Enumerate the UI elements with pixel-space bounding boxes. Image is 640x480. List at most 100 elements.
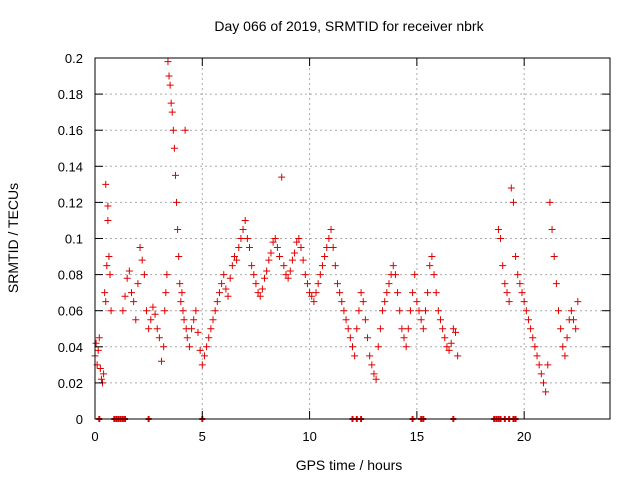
data-point [103, 262, 111, 270]
data-point [278, 173, 286, 181]
data-point [346, 334, 354, 342]
data-point [432, 289, 440, 297]
data-point [165, 72, 173, 80]
data-point [213, 298, 221, 306]
data-point [447, 339, 455, 347]
y-tick-label: 0.06 [58, 304, 83, 319]
data-point [529, 334, 537, 342]
data-point [105, 253, 113, 261]
data-point [169, 126, 177, 134]
data-point [301, 271, 309, 279]
data-point [162, 289, 170, 297]
data-point [155, 334, 163, 342]
data-point [104, 202, 112, 210]
data-point [179, 307, 187, 315]
data-point [183, 334, 191, 342]
data-point [400, 334, 408, 342]
data-point [389, 262, 397, 270]
data-point [355, 307, 363, 315]
data-point [119, 307, 127, 315]
data-point [192, 307, 200, 315]
data-point [344, 325, 352, 333]
data-point [424, 289, 432, 297]
data-point [188, 325, 196, 333]
data-point [161, 307, 169, 315]
data-point [97, 375, 105, 383]
data-point [535, 361, 543, 369]
data-point [316, 271, 324, 279]
data-point [507, 184, 515, 192]
data-point [149, 303, 157, 311]
data-point [286, 267, 294, 275]
data-point [351, 352, 359, 360]
x-tick-label: 5 [199, 429, 206, 444]
data-point [267, 249, 275, 257]
data-point [368, 361, 376, 369]
data-point [533, 352, 541, 360]
data-point [200, 352, 208, 360]
data-point [196, 346, 204, 354]
data-point [176, 280, 184, 288]
data-point [271, 235, 279, 242]
data-point [518, 289, 526, 297]
data-point [361, 316, 369, 324]
data-point [522, 307, 530, 315]
data-point [136, 244, 144, 252]
data-point [391, 271, 399, 279]
data-point [443, 343, 451, 351]
data-point [499, 262, 507, 270]
data-point [312, 289, 320, 297]
data-point [494, 225, 502, 233]
data-point [505, 298, 513, 306]
y-tick-label: 0.14 [58, 159, 83, 174]
data-point [364, 334, 372, 342]
data-point [284, 274, 292, 282]
data-point [246, 244, 253, 252]
data-point [372, 375, 380, 383]
data-point [314, 280, 322, 288]
data-point [228, 262, 236, 270]
data-point [297, 244, 305, 252]
data-point [436, 316, 444, 324]
x-tick-label: 10 [302, 429, 316, 444]
data-point [449, 325, 457, 333]
data-point [288, 256, 296, 264]
data-point [282, 271, 290, 279]
data-point [561, 352, 569, 360]
data-point [106, 271, 114, 279]
data-point [509, 198, 517, 206]
data-point [203, 343, 211, 351]
data-point [563, 334, 571, 342]
data-point [100, 370, 108, 378]
data-point [539, 379, 547, 387]
data-point [370, 370, 378, 378]
data-point [514, 271, 522, 279]
data-point [544, 361, 552, 369]
data-point [537, 370, 545, 378]
data-point [134, 280, 142, 288]
data-point [379, 307, 387, 315]
data-point [147, 316, 155, 324]
data-point [170, 144, 178, 152]
data-point [559, 343, 567, 351]
data-point [516, 280, 524, 288]
data-point [338, 298, 346, 306]
data-point [385, 280, 393, 288]
data-point [273, 244, 281, 252]
data-point [497, 235, 505, 242]
data-point [95, 334, 103, 342]
data-point [501, 280, 509, 288]
data-point [218, 280, 226, 288]
data-point [321, 253, 329, 261]
data-point [550, 253, 558, 261]
data-point [174, 225, 182, 233]
data-point [323, 244, 331, 252]
data-point [168, 108, 176, 116]
data-point [96, 364, 104, 372]
data-point [417, 316, 425, 324]
data-point [419, 325, 427, 333]
data-point [178, 289, 186, 297]
data-point [445, 346, 453, 354]
data-point [222, 285, 230, 293]
data-point [94, 346, 102, 354]
